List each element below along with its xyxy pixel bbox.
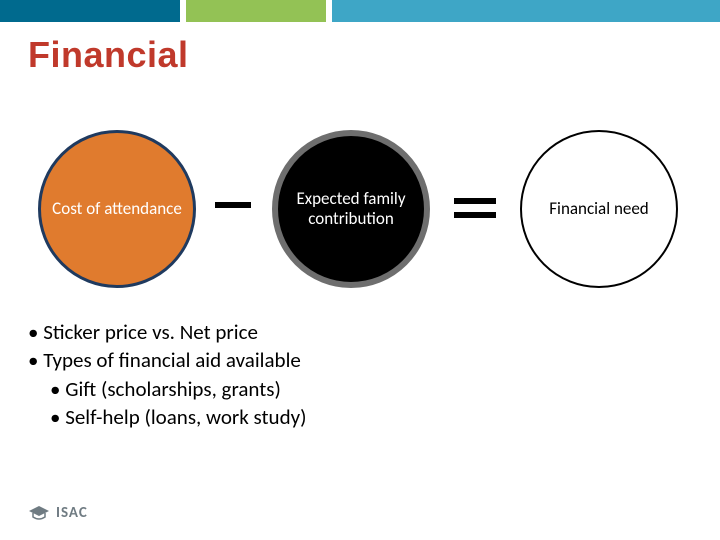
minus-bar xyxy=(215,202,251,208)
circle-label: Financial need xyxy=(539,199,658,219)
bullet-item: • Types of financial aid available xyxy=(28,346,307,374)
isac-logo: ISAC xyxy=(28,504,88,522)
equals-bar-2 xyxy=(454,212,496,218)
equals-bar-1 xyxy=(454,198,496,204)
top-stripe-bar xyxy=(0,0,720,22)
bullet-item: • Self-help (loans, work study) xyxy=(50,403,307,431)
equals-sign xyxy=(454,198,496,218)
topbar-segment-2 xyxy=(186,0,326,22)
circle-financial-need: Financial need xyxy=(520,130,678,288)
topbar-segment-4 xyxy=(332,0,720,22)
bullet-item: • Gift (scholarships, grants) xyxy=(50,375,307,403)
bullet-item: • Sticker price vs. Net price xyxy=(28,318,307,346)
circle-expected-family-contribution: Expected family contribution xyxy=(272,130,430,288)
equation-row: Cost of attendance Expected family contr… xyxy=(0,130,720,300)
bullet-list: • Sticker price vs. Net price • Types of… xyxy=(28,318,307,431)
page-title: Financial xyxy=(28,34,189,76)
logo-text: ISAC xyxy=(56,504,88,522)
topbar-segment-0 xyxy=(0,0,180,22)
graduation-cap-icon xyxy=(28,505,50,521)
circle-label: Cost of attendance xyxy=(42,199,192,219)
circle-label: Expected family contribution xyxy=(278,189,424,230)
minus-sign xyxy=(215,202,251,208)
circle-cost-of-attendance: Cost of attendance xyxy=(38,130,196,288)
